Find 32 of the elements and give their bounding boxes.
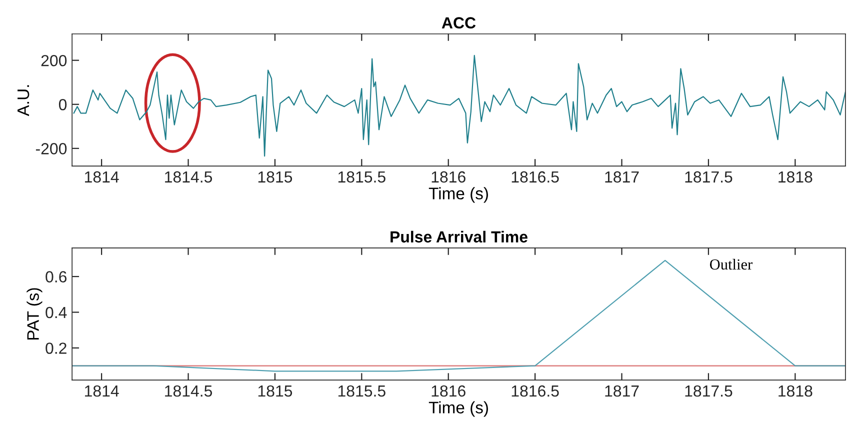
y-axis-title: PAT (s) <box>26 288 42 340</box>
x-tick-label: 1815 <box>258 171 292 183</box>
x-tick-label: 1817 <box>605 171 639 183</box>
x-tick-label: 1816.5 <box>512 385 559 397</box>
chart-title: ACC <box>442 17 476 28</box>
x-tick-label: 1814.5 <box>165 171 212 183</box>
y-tick-label: 0.2 <box>46 342 66 354</box>
y-axis-title: A.U. <box>18 85 30 116</box>
x-tick-label: 1815.5 <box>338 171 386 183</box>
x-tick-label: 1814 <box>85 171 119 183</box>
x-tick-label: 1816.5 <box>512 171 559 183</box>
x-tick-label: 1816 <box>432 385 466 397</box>
x-tick-label: 1815 <box>258 385 292 397</box>
x-tick-label: 1815.5 <box>338 385 386 397</box>
y-tick-label: 0.4 <box>46 306 67 318</box>
x-tick-label: 1818 <box>778 171 812 183</box>
x-tick-label: 1817.5 <box>685 171 732 183</box>
x-axis-title: Time (s) <box>428 187 488 203</box>
annotation: Outlier <box>710 258 752 270</box>
x-axis-title: Time (s) <box>428 401 488 417</box>
x-tick-label: 1818 <box>778 385 812 397</box>
y-tick-label: 0.6 <box>46 271 67 282</box>
x-tick-label: 1814.5 <box>165 385 212 397</box>
x-tick-label: 1817 <box>605 385 639 397</box>
chart-title: Pulse Arrival Time <box>390 230 528 243</box>
line-series <box>73 54 846 157</box>
x-tick-label: 1816 <box>432 171 466 183</box>
y-tick-label: -200 <box>36 143 67 154</box>
y-tick-label: 200 <box>41 54 67 66</box>
x-tick-label: 1814 <box>85 385 119 397</box>
y-tick-label: 0 <box>58 98 67 110</box>
x-tick-label: 1817.5 <box>685 385 732 397</box>
